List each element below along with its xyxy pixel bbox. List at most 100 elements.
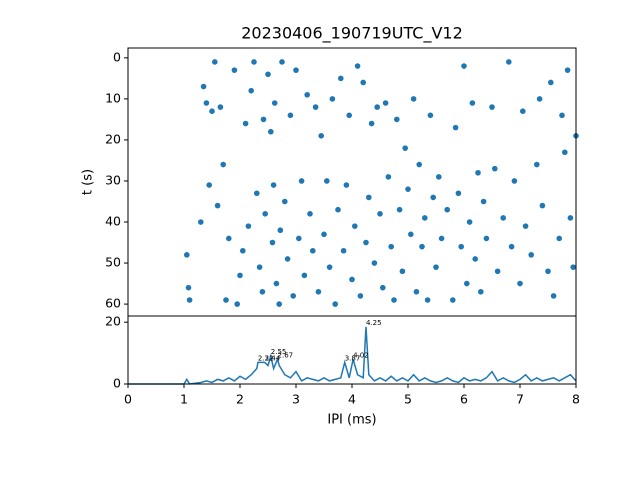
point — [391, 297, 397, 303]
point — [416, 161, 423, 168]
point — [326, 264, 333, 270]
point — [489, 104, 495, 110]
point — [251, 59, 257, 65]
axes-frame — [127, 47, 577, 317]
point — [214, 202, 221, 209]
point — [256, 264, 263, 270]
point — [217, 104, 224, 110]
point — [284, 256, 291, 262]
x-tick-label: 4 — [348, 392, 356, 407]
point — [559, 112, 565, 119]
point — [329, 96, 336, 102]
point — [206, 182, 212, 188]
y-tick-label: 30 — [105, 172, 121, 187]
point — [450, 297, 456, 303]
point — [271, 100, 278, 106]
point — [242, 120, 249, 127]
point — [396, 206, 403, 213]
point — [562, 149, 568, 156]
peak-label: 2.67 — [278, 351, 294, 359]
point — [550, 293, 557, 299]
point — [269, 239, 276, 246]
x-tick-label: 5 — [404, 392, 412, 407]
point — [343, 182, 350, 188]
point — [394, 116, 400, 123]
point — [186, 297, 193, 303]
point — [410, 96, 417, 102]
point — [405, 186, 411, 192]
point — [528, 252, 534, 258]
point — [385, 174, 392, 180]
x-tick-label: 6 — [460, 392, 468, 407]
point — [335, 206, 341, 213]
y-tick-label: 0 — [113, 49, 121, 64]
point — [332, 301, 339, 307]
point — [368, 120, 375, 127]
point — [290, 293, 297, 299]
x-tick-label: 7 — [516, 392, 524, 407]
chart-title: 20230406_190719UTC_V12 — [241, 24, 463, 44]
point — [304, 91, 311, 98]
point — [262, 211, 269, 217]
point — [475, 169, 481, 176]
point — [430, 194, 437, 201]
peak-label: 3.87 — [345, 354, 361, 362]
y-tick-label: 50 — [105, 255, 121, 270]
point — [203, 100, 210, 106]
point — [321, 231, 327, 238]
point — [480, 198, 487, 205]
point — [520, 108, 526, 115]
point — [511, 178, 518, 184]
point — [352, 223, 358, 229]
x-tick-label: 8 — [572, 392, 580, 407]
point — [469, 100, 476, 106]
y-tick-label: 20 — [105, 131, 121, 146]
peak-label: 4.02 — [353, 351, 369, 359]
point — [444, 206, 451, 213]
peak-label: 2.44 — [265, 354, 281, 362]
point — [458, 243, 465, 250]
point — [245, 223, 252, 229]
point — [464, 280, 470, 287]
point — [310, 247, 316, 254]
peak-label: 2.55 — [271, 348, 287, 356]
point — [522, 223, 529, 229]
x-tick-label: 1 — [180, 392, 188, 407]
point — [298, 178, 305, 184]
x-tick-label: 0 — [124, 392, 132, 407]
x-tick-label: 2 — [236, 392, 244, 407]
point — [293, 67, 299, 73]
point — [296, 235, 302, 242]
point — [478, 288, 484, 295]
point — [506, 59, 512, 65]
point — [324, 178, 330, 184]
point — [276, 301, 283, 307]
point — [185, 284, 192, 291]
point — [508, 243, 515, 250]
peak-label: 2.32 — [258, 354, 274, 362]
peak-label: 4.25 — [366, 319, 382, 327]
point — [380, 284, 386, 291]
point — [399, 268, 406, 275]
point — [427, 112, 434, 119]
point — [413, 288, 420, 295]
point — [282, 198, 288, 205]
point — [338, 75, 344, 82]
point — [360, 79, 367, 86]
point — [318, 133, 325, 139]
point — [492, 165, 498, 172]
point — [253, 190, 260, 197]
point — [270, 182, 277, 188]
point — [500, 215, 507, 221]
point — [231, 67, 238, 73]
point — [548, 79, 554, 86]
point — [307, 211, 313, 217]
point — [556, 235, 562, 242]
point — [277, 227, 284, 234]
y-tick-label: 40 — [105, 214, 121, 229]
point — [346, 112, 353, 119]
point — [388, 243, 395, 250]
point — [455, 190, 462, 197]
point — [366, 194, 372, 201]
point — [363, 239, 369, 246]
